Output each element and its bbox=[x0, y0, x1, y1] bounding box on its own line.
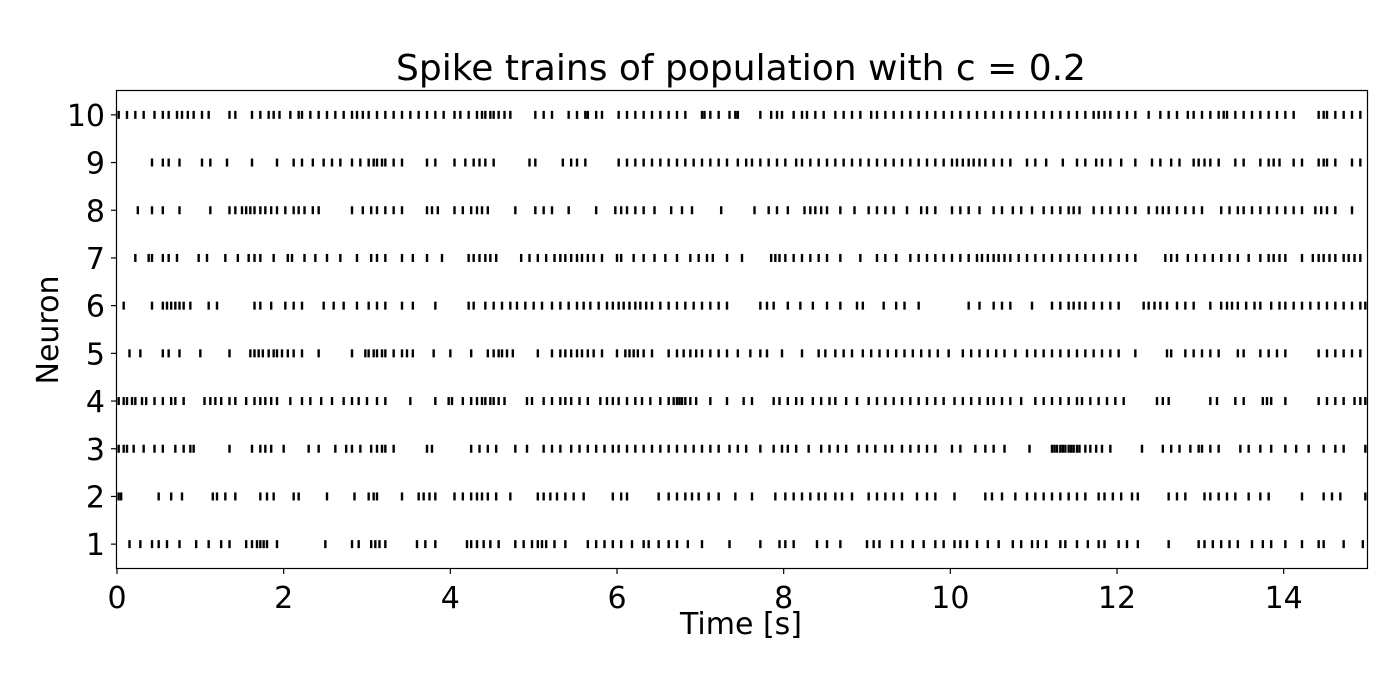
x-tick-label: 8 bbox=[774, 581, 793, 616]
y-tick-label: 7 bbox=[86, 242, 105, 277]
y-tick-label: 2 bbox=[86, 480, 105, 515]
y-tick-label: 8 bbox=[86, 194, 105, 229]
plot-area-frame bbox=[115, 89, 1369, 570]
y-tick-label: 5 bbox=[86, 337, 105, 372]
spike-marks bbox=[117, 110, 1367, 549]
x-tick-label: 12 bbox=[1098, 581, 1136, 616]
x-tick-label: 0 bbox=[107, 581, 126, 616]
y-tick-label: 1 bbox=[86, 528, 105, 563]
x-tick-label: 4 bbox=[441, 581, 460, 616]
x-tick-label: 14 bbox=[1265, 581, 1303, 616]
x-tick-label: 10 bbox=[931, 581, 969, 616]
x-tick-label: 2 bbox=[274, 581, 293, 616]
y-tick-label: 10 bbox=[67, 99, 105, 134]
y-tick-label: 9 bbox=[86, 147, 105, 182]
y-tick-label: 6 bbox=[86, 290, 105, 325]
y-tick-label: 3 bbox=[86, 433, 105, 468]
x-axis-label: Time [s] bbox=[679, 607, 802, 642]
x-tick-label: 6 bbox=[607, 581, 626, 616]
chart-title: Spike trains of population with c = 0.2 bbox=[396, 48, 1086, 89]
y-tick-label: 4 bbox=[86, 385, 105, 420]
y-axis-label: Neuron bbox=[31, 276, 66, 385]
